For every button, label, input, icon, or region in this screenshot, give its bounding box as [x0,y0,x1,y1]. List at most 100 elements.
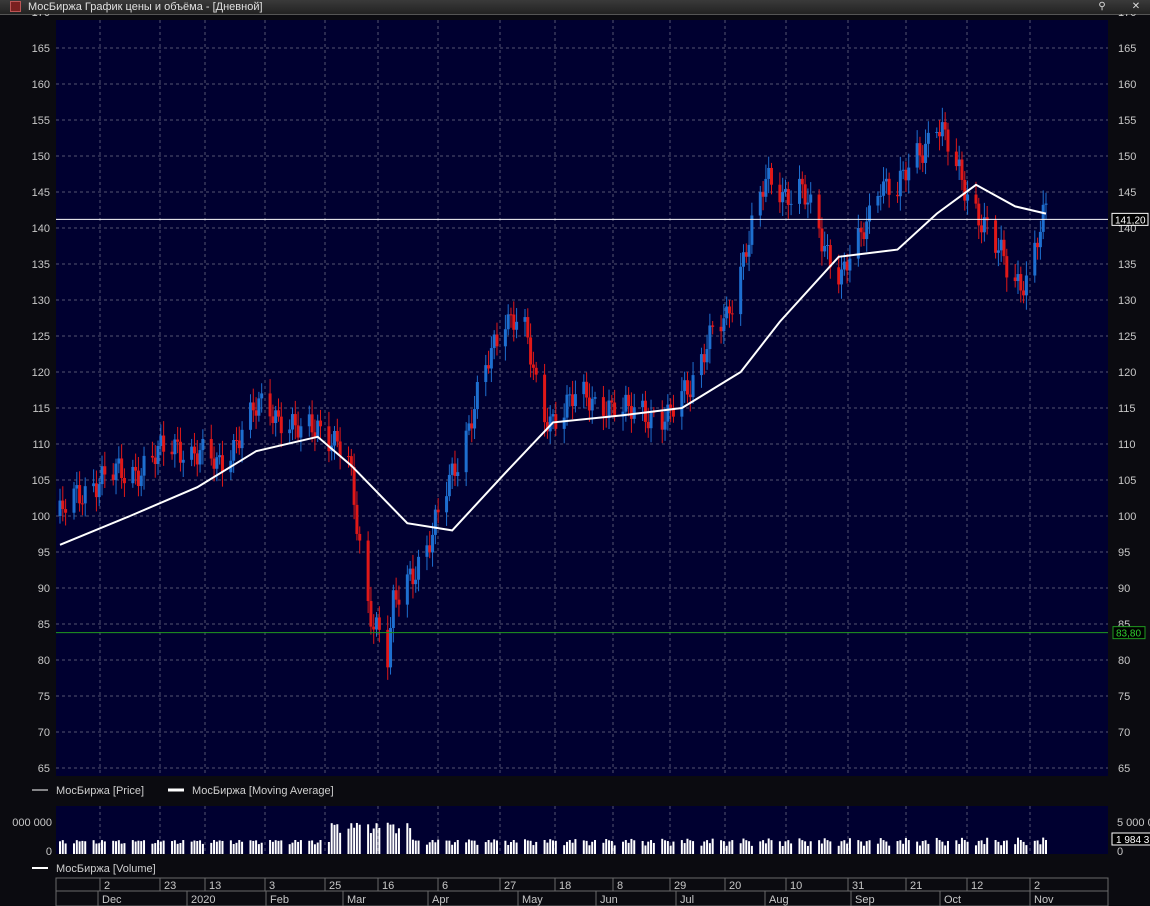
title-bar[interactable]: МосБиржа График цены и объёма - [Дневной… [0,0,1150,15]
candle [845,253,849,284]
y-tick-label: 135 [32,259,50,271]
candle-body [64,509,68,513]
candle-body [503,329,507,347]
candle [335,418,339,448]
y-tick-label: 135 [1118,259,1136,271]
candle [800,171,804,199]
volume-bar [319,840,322,854]
candle [120,444,124,489]
candle [966,180,970,215]
candle [1002,230,1006,265]
volume-bar [666,841,669,854]
volume-bar [484,842,487,854]
candle [358,526,362,554]
y-tick-label: 90 [38,583,50,595]
candle [240,421,244,463]
volume-bar [311,840,314,854]
candle [778,172,782,213]
candle [848,244,852,283]
candle [691,362,695,404]
candle-body [515,321,519,330]
candle-body [545,422,549,432]
volume-bar [963,840,966,854]
candle-body [254,410,258,416]
volume-bar [134,841,137,854]
candle-body [884,178,888,182]
volume-bar [235,842,238,854]
candle-body [1002,239,1006,257]
volume-bar [414,840,417,854]
volume-bar [411,839,414,854]
month-label: Sep [855,894,875,906]
volume-bar [199,840,202,854]
candle [75,471,79,503]
volume-left-bottom-tick: 0 [46,846,52,858]
volume-bar [456,840,459,854]
volume-bar [627,842,630,854]
month-label: Apr [432,894,449,906]
candle [1013,263,1017,288]
candle-body [767,167,771,179]
volume-bar [720,840,723,854]
volume-bar [182,840,185,854]
volume-bar [154,843,157,854]
close-button[interactable]: ✕ [1131,1,1141,12]
volume-bar [549,839,552,854]
y-tick-label: 145 [32,187,50,199]
volume-bar [274,840,277,854]
candle-body [136,470,140,487]
volume-bar [473,840,476,854]
candle-body [719,326,723,332]
day-label: 16 [382,880,394,892]
day-label: 18 [559,880,571,892]
volume-bar [566,841,569,854]
candle [475,375,479,419]
volume-bar [395,833,398,854]
volume-bar [171,841,174,854]
candle-body [366,540,370,602]
link-icon[interactable]: ⚲ [1098,1,1106,12]
time-axis[interactable] [55,877,1109,906]
candle [685,371,689,403]
candle-body [274,410,278,424]
volume-bar [725,845,728,854]
day-label: 3 [269,880,275,892]
volume-bar [958,843,961,854]
candle-body [492,334,496,349]
candle [593,391,597,405]
chart-area[interactable]: 1701651601551501451401351301251201151101… [0,14,1150,906]
volume-bar [277,840,280,854]
candle-body [683,380,687,392]
candle [722,303,726,344]
y-tick-label: 110 [32,439,50,451]
candle [456,458,460,487]
volume-bar [588,845,591,854]
candle [190,438,194,467]
candle-body [741,252,745,267]
candle-body [593,397,597,399]
candle [100,455,104,496]
candle [571,380,575,420]
candle [1038,220,1042,260]
volume-bar [823,838,826,854]
y-tick-label: 130 [1118,295,1136,307]
candle-body [1038,231,1042,248]
candle-body [358,533,362,541]
volume-bar [406,823,409,854]
candle [260,383,264,413]
candle-body [464,430,468,473]
candle-body [963,179,967,201]
candle-body [268,393,272,417]
candle [1044,192,1048,220]
volume-bar [983,844,986,854]
candle [926,121,930,158]
candle [924,129,928,175]
candle [688,380,692,412]
candle-body [624,394,628,412]
volume-bar [837,845,840,854]
volume-bar [708,843,711,854]
price-panel[interactable] [56,20,1108,776]
candle-body [842,261,846,270]
candle-body [904,169,908,181]
candle [960,151,964,191]
